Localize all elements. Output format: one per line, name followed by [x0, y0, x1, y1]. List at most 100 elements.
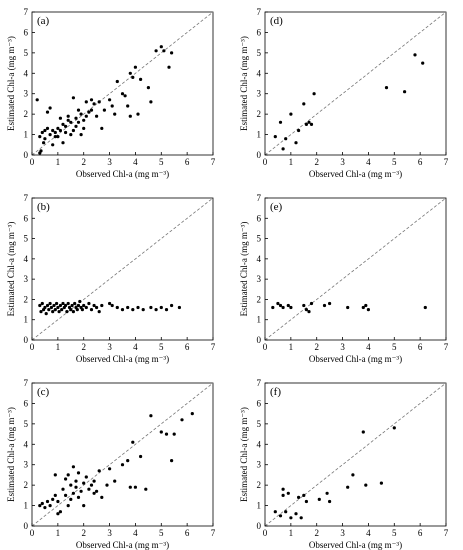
- data-point: [131, 440, 135, 444]
- data-point: [80, 308, 84, 312]
- data-point: [76, 495, 81, 499]
- data-point: [149, 414, 153, 418]
- data-point: [286, 303, 290, 308]
- data-point: [92, 479, 96, 483]
- one-to-one-line: [264, 11, 447, 156]
- x-tick-label: 4: [133, 528, 138, 538]
- data-point: [128, 71, 132, 75]
- data-point: [55, 301, 59, 306]
- x-tick-label: 1: [289, 342, 294, 352]
- data-point: [322, 303, 327, 308]
- data-point: [71, 96, 75, 100]
- data-point: [128, 485, 132, 489]
- data-point: [299, 516, 303, 520]
- data-point: [131, 75, 135, 79]
- y-tick-label: 7: [257, 378, 262, 388]
- y-tick-label: 5: [24, 419, 29, 429]
- x-tick-label: 1: [56, 528, 61, 538]
- data-point: [66, 504, 70, 508]
- x-tick-label: 7: [444, 528, 449, 538]
- y-tick-label: 1: [24, 130, 29, 140]
- data-point: [190, 412, 194, 416]
- data-point: [84, 114, 88, 118]
- y-tick-label: 6: [24, 27, 29, 37]
- x-tick-label: 6: [418, 157, 423, 167]
- data-point: [89, 308, 94, 312]
- data-point: [115, 305, 119, 310]
- data-point: [73, 301, 77, 306]
- data-point: [61, 487, 65, 491]
- x-tick-label: 4: [366, 157, 371, 167]
- data-point: [66, 301, 70, 306]
- data-point: [364, 303, 368, 308]
- scatter-panel: 0 1 2 3 4 5 6 7 0 1 2 3 4 5 6 7 Observed Chl-a (mg m⁻³) E…: [6, 7, 216, 179]
- plot-frame: [31, 11, 214, 156]
- data-point: [120, 463, 125, 467]
- x-tick-label: 1: [289, 528, 294, 538]
- data-point: [79, 133, 83, 137]
- y-axis-label: Estimated Chl-a (mg m⁻³): [6, 222, 16, 317]
- x-tick-label: 7: [444, 342, 449, 352]
- data-point: [108, 98, 112, 102]
- data-point: [82, 303, 86, 308]
- y-tick-label: 2: [24, 480, 29, 490]
- data-point: [78, 299, 82, 304]
- data-point: [64, 124, 68, 128]
- data-point: [48, 106, 52, 110]
- y-axis-label: Estimated Chl-a (mg m⁻³): [239, 222, 249, 317]
- y-tick-label: 5: [257, 419, 262, 429]
- data-point: [69, 483, 73, 487]
- x-tick-label: 5: [392, 528, 397, 538]
- x-tick-label: 2: [81, 342, 86, 352]
- y-tick-label: 4: [257, 68, 262, 78]
- data-point: [87, 110, 91, 114]
- x-tick-label: 5: [159, 157, 164, 167]
- data-point: [346, 305, 350, 310]
- data-point: [180, 418, 184, 422]
- one-to-one-line: [264, 197, 447, 341]
- y-tick-label: 3: [24, 274, 29, 284]
- data-point: [74, 116, 78, 120]
- panel-label: (e): [270, 201, 283, 213]
- y-axis-label: Estimated Chl-a (mg m⁻³): [6, 36, 16, 131]
- data-point: [58, 510, 63, 514]
- data-point: [43, 305, 47, 310]
- plot-frame: [264, 11, 447, 156]
- data-point: [76, 108, 81, 112]
- data-point: [284, 510, 288, 514]
- data-point: [53, 473, 57, 477]
- y-tick-label: 2: [257, 480, 262, 490]
- data-point: [364, 483, 368, 487]
- data-point: [70, 303, 74, 308]
- data-point: [113, 479, 117, 483]
- data-point: [48, 504, 52, 508]
- data-point: [79, 112, 83, 116]
- y-tick-label: 5: [24, 48, 29, 58]
- x-axis-label: Observed Chl-a (mg m⁻³): [76, 354, 169, 364]
- data-point: [164, 432, 169, 436]
- data-point: [53, 135, 57, 139]
- data-point: [276, 301, 280, 306]
- y-tick-label: 5: [24, 234, 29, 244]
- data-point: [271, 305, 275, 310]
- y-tick-label: 0: [24, 150, 29, 160]
- y-tick-label: 5: [257, 234, 262, 244]
- data-point: [328, 301, 332, 306]
- data-point: [51, 310, 55, 314]
- x-tick-label: 5: [392, 157, 397, 167]
- data-point: [100, 495, 104, 499]
- panel-label: (a): [37, 15, 50, 27]
- data-point: [131, 308, 135, 312]
- data-point: [92, 303, 96, 308]
- y-axis-label: Estimated Chl-a (mg m⁻³): [239, 36, 249, 131]
- y-tick-label: 7: [24, 193, 29, 203]
- y-tick-label: 6: [257, 27, 262, 37]
- data-point: [95, 489, 99, 493]
- x-tick-label: 5: [392, 342, 397, 352]
- data-point: [92, 491, 96, 495]
- data-point: [64, 303, 68, 308]
- y-axis-label: Estimated Chl-a (mg m⁻³): [6, 407, 16, 502]
- data-point: [167, 65, 171, 69]
- data-point: [38, 135, 42, 139]
- data-point: [45, 110, 50, 114]
